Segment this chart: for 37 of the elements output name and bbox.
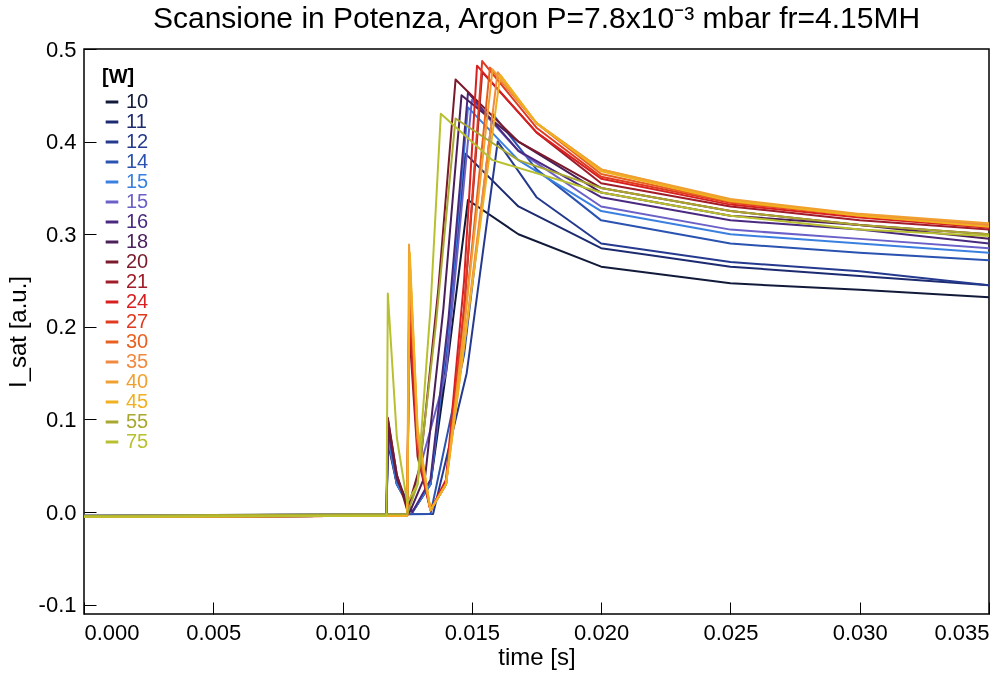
x-tick-label: 0.000 xyxy=(84,619,140,645)
legend-label: 15 xyxy=(126,190,149,212)
x-tick-label: 0.015 xyxy=(444,619,500,645)
legend-title: [W] xyxy=(102,65,135,87)
legend-label: 30 xyxy=(126,330,149,352)
legend-label: 55 xyxy=(126,410,149,432)
y-tick-label: 0.0 xyxy=(45,499,77,525)
legend-label: 11 xyxy=(126,110,147,132)
y-tick-label: 0.5 xyxy=(45,36,77,62)
x-tick-label: 0.005 xyxy=(186,619,242,645)
y-axis-title: I_sat [a.u.] xyxy=(3,275,31,389)
x-tick-label: 0.035 xyxy=(934,619,990,645)
legend-label: 27 xyxy=(126,310,149,332)
legend-label: 14 xyxy=(126,150,149,172)
x-tick-label: 0.020 xyxy=(574,619,630,645)
y-tick-label: 0.4 xyxy=(45,129,77,155)
x-tick-label: 0.030 xyxy=(832,619,888,645)
legend-label: 35 xyxy=(126,350,149,372)
y-tick-label: 0.2 xyxy=(45,314,77,340)
x-tick-label: 0.025 xyxy=(703,619,759,645)
legend-label: 40 xyxy=(126,370,149,392)
y-tick-label: 0.1 xyxy=(45,406,77,432)
legend-label: 45 xyxy=(126,390,149,412)
legend-label: 18 xyxy=(126,230,149,252)
legend-label: 24 xyxy=(126,290,149,312)
legend-label: 16 xyxy=(126,210,149,232)
legend-label: 12 xyxy=(126,130,149,152)
legend-label: 20 xyxy=(126,250,149,272)
x-axis-title: time [s] xyxy=(498,642,576,670)
x-tick-label: 0.010 xyxy=(315,619,371,645)
legend-label: 15 xyxy=(126,170,149,192)
legend-label: 10 xyxy=(126,90,149,112)
legend-label: 75 xyxy=(126,430,149,452)
y-tick-label: -0.1 xyxy=(38,592,77,618)
chart-title: Scansione in Potenza, Argon P=7.8x10⁻³ mbar fr=4.15MH xyxy=(152,1,921,34)
legend-label: 21 xyxy=(126,270,149,292)
y-tick-label: 0.3 xyxy=(45,221,77,247)
